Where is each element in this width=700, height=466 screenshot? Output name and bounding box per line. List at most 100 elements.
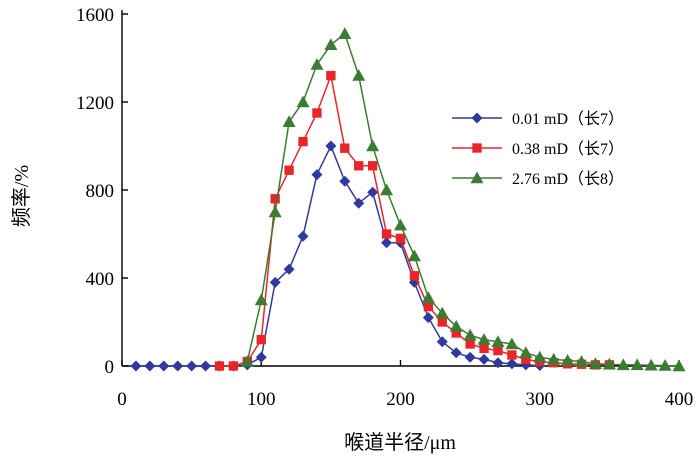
- data-point: [472, 143, 482, 153]
- data-point: [470, 171, 484, 184]
- data-point: [298, 136, 308, 147]
- legend-item: 0.01 mD（长7）: [452, 110, 624, 128]
- data-point: [521, 354, 531, 365]
- data-point: [561, 354, 575, 366]
- data-point: [602, 357, 616, 370]
- data-point: [158, 360, 170, 372]
- data-point: [354, 161, 364, 171]
- legend-label: 2.76 mD（长8）: [512, 170, 624, 188]
- data-point: [380, 183, 394, 196]
- data-point: [533, 350, 547, 363]
- data-point: [394, 218, 407, 231]
- data-point: [381, 237, 393, 249]
- axes: [121, 10, 679, 367]
- data-point: [340, 143, 350, 153]
- data-point: [505, 337, 519, 350]
- data-point: [228, 361, 239, 371]
- data-point: [367, 186, 379, 198]
- y-tick-label: 800: [86, 181, 115, 202]
- y-tick-label: 0: [105, 357, 115, 378]
- y-ticks: 0 400 800 1200 1600: [76, 5, 128, 378]
- data-point: [381, 229, 392, 239]
- data-point: [130, 360, 142, 372]
- data-point: [616, 358, 630, 371]
- x-axis-title: 喉道半径/μm: [344, 431, 456, 454]
- data-point: [450, 347, 462, 359]
- data-point: [437, 317, 447, 327]
- series-3: [240, 27, 686, 372]
- data-point: [312, 108, 322, 118]
- data-point: [296, 95, 310, 108]
- data-point: [435, 306, 449, 319]
- data-point: [451, 328, 461, 338]
- series-line: [246, 32, 680, 367]
- data-point: [464, 351, 476, 363]
- series-layer: [130, 27, 686, 372]
- data-point: [519, 346, 533, 358]
- data-point: [588, 357, 602, 369]
- data-point: [463, 328, 477, 341]
- data-point: [325, 140, 337, 152]
- data-point: [282, 115, 296, 127]
- data-point: [324, 38, 338, 50]
- data-point: [326, 70, 336, 81]
- x-tick-label: 400: [665, 389, 694, 410]
- data-point: [547, 352, 561, 365]
- x-tick-label: 300: [526, 389, 555, 410]
- data-point: [471, 112, 483, 124]
- data-point: [268, 205, 282, 218]
- data-point: [395, 233, 406, 244]
- data-point: [423, 301, 434, 312]
- data-point: [256, 334, 266, 345]
- data-point: [575, 355, 589, 367]
- data-point: [338, 27, 352, 39]
- data-point: [283, 263, 295, 275]
- data-point: [186, 360, 198, 372]
- legend-item: 0.38 mD（长7）: [452, 140, 624, 158]
- data-point: [339, 175, 351, 187]
- legend: 0.01 mD（长7） 0.38 mD（长7） 2.76 mD（长8）: [452, 110, 624, 188]
- data-point: [254, 293, 268, 306]
- data-point: [284, 165, 294, 175]
- y-tick-label: 1200: [76, 93, 114, 114]
- data-point: [630, 358, 644, 371]
- data-point: [144, 360, 156, 372]
- data-point: [409, 271, 420, 281]
- data-point: [172, 360, 184, 372]
- data-point: [240, 355, 254, 367]
- data-point: [644, 358, 658, 371]
- y-tick-label: 400: [86, 269, 115, 290]
- x-tick-label: 0: [117, 389, 127, 410]
- y-tick-label: 1600: [76, 5, 114, 26]
- legend-label: 0.38 mD（长7）: [512, 140, 624, 158]
- data-point: [200, 360, 212, 372]
- data-point: [310, 58, 324, 70]
- x-ticks: 0 100 200 300 400: [117, 360, 693, 410]
- data-point: [269, 276, 281, 288]
- data-point: [658, 359, 672, 371]
- data-point: [352, 69, 366, 81]
- legend-label: 0.01 mD（长7）: [512, 110, 624, 128]
- data-point: [477, 333, 491, 345]
- data-point: [492, 357, 504, 369]
- data-point: [270, 194, 280, 204]
- series-1: [130, 140, 546, 372]
- data-point: [407, 249, 421, 262]
- data-point: [506, 358, 518, 370]
- data-point: [491, 335, 505, 347]
- data-point: [493, 345, 503, 356]
- data-point: [478, 353, 490, 365]
- data-point: [421, 291, 435, 303]
- data-point: [479, 343, 489, 354]
- data-point: [672, 359, 686, 372]
- data-point: [311, 169, 323, 181]
- legend-item: 2.76 mD（长8）: [452, 170, 624, 188]
- data-point: [507, 350, 517, 360]
- y-axis-title: 频率/%: [10, 165, 33, 227]
- x-tick-label: 200: [386, 389, 415, 410]
- data-point: [367, 161, 378, 171]
- data-point: [353, 197, 365, 209]
- data-point: [465, 339, 475, 349]
- x-tick-label: 100: [247, 389, 276, 410]
